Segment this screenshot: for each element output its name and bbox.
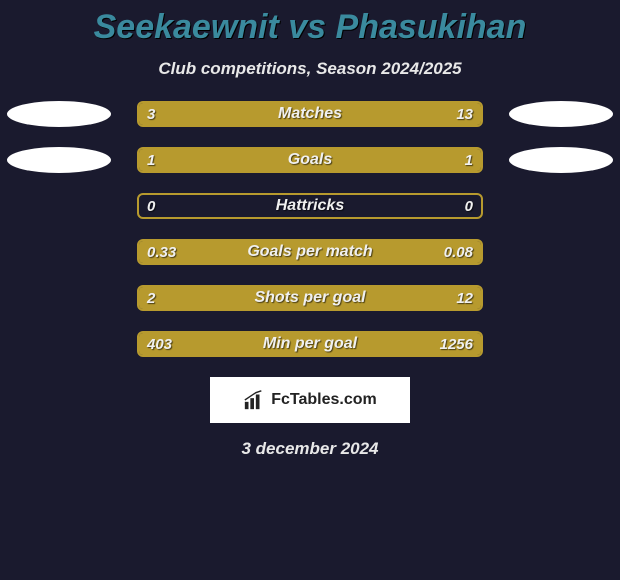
- spacer: [7, 239, 111, 265]
- bar-chart-icon: [243, 389, 265, 411]
- player-oval-right: [509, 101, 613, 127]
- player-oval-left: [7, 101, 111, 127]
- stat-row: 212Shots per goal: [0, 285, 620, 311]
- page-title: Seekaewnit vs Phasukihan: [0, 8, 620, 47]
- stat-row: 4031256Min per goal: [0, 331, 620, 357]
- stat-bar: 00Hattricks: [137, 193, 483, 219]
- stat-bar: 0.330.08Goals per match: [137, 239, 483, 265]
- logo-box[interactable]: FcTables.com: [210, 377, 410, 423]
- comparison-widget: Seekaewnit vs Phasukihan Club competitio…: [0, 0, 620, 459]
- stat-row: 0.330.08Goals per match: [0, 239, 620, 265]
- stat-row: 313Matches: [0, 101, 620, 127]
- player-oval-left: [7, 147, 111, 173]
- stat-label: Goals: [139, 149, 481, 171]
- stat-label: Matches: [139, 103, 481, 125]
- spacer: [7, 193, 111, 219]
- stat-label: Min per goal: [139, 333, 481, 355]
- stat-bar: 212Shots per goal: [137, 285, 483, 311]
- stat-label: Shots per goal: [139, 287, 481, 309]
- stat-row: 11Goals: [0, 147, 620, 173]
- stat-row: 00Hattricks: [0, 193, 620, 219]
- spacer: [509, 239, 613, 265]
- stat-label: Hattricks: [139, 195, 481, 217]
- player-oval-right: [509, 147, 613, 173]
- spacer: [7, 285, 111, 311]
- spacer: [509, 331, 613, 357]
- spacer: [509, 193, 613, 219]
- stat-label: Goals per match: [139, 241, 481, 263]
- logo-text: FcTables.com: [271, 391, 377, 409]
- spacer: [509, 285, 613, 311]
- date-label: 3 december 2024: [0, 439, 620, 459]
- stat-rows: 313Matches 11Goals 00Hattricks 0.330.08Goal…: [0, 101, 620, 357]
- subtitle: Club competitions, Season 2024/2025: [0, 59, 620, 79]
- stat-bar: 313Matches: [137, 101, 483, 127]
- stat-bar: 11Goals: [137, 147, 483, 173]
- spacer: [7, 331, 111, 357]
- stat-bar: 4031256Min per goal: [137, 331, 483, 357]
